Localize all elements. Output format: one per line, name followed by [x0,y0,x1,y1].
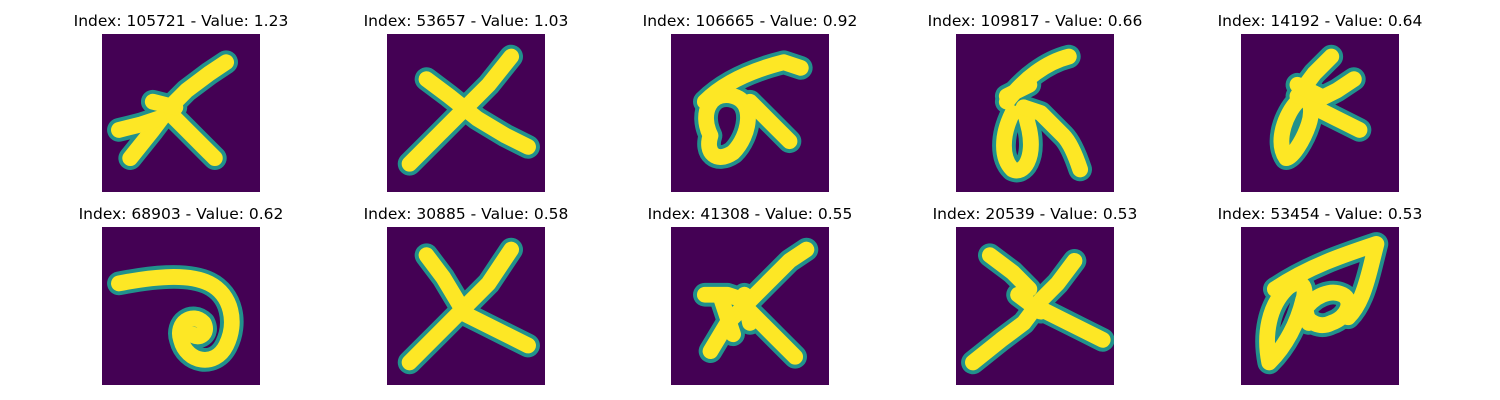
glyph-stroke [418,71,536,155]
glyph-stroke [736,286,758,331]
glyph-stroke [144,93,184,116]
panel-title: Index: 109817 - Value: 0.66 [927,12,1143,30]
image-panel: Index: 68903 - Value: 0.62 [31,193,331,385]
glyph-stroke [998,76,1038,104]
panel-title: Index: 53657 - Value: 1.03 [363,12,569,30]
glyph-stroke [1306,99,1368,138]
glyph-image [1241,34,1399,192]
glyph-image [102,34,260,192]
glyph-image [671,34,829,192]
glyph-image [387,227,545,385]
glyph-image [387,34,545,192]
image-panel: Index: 30885 - Value: 0.58 [316,193,616,385]
glyph-stroke [111,110,167,138]
panel-title: Index: 53454 - Value: 0.53 [1217,205,1423,223]
glyph-stroke [452,303,536,354]
glyph-stroke [1010,286,1049,320]
glyph-stroke [996,99,1039,179]
image-panel: Index: 53454 - Value: 0.53 [1170,193,1470,385]
glyph-stroke [696,54,809,110]
glyph-stroke [1259,275,1313,371]
glyph-stroke [1289,76,1328,104]
image-panel: Index: 53657 - Value: 1.03 [316,0,616,192]
image-panel: Index: 14192 - Value: 0.64 [1170,0,1470,192]
image-panel: Index: 20539 - Value: 0.53 [885,193,1185,385]
glyph-stroke [122,54,235,167]
glyph-image [956,227,1114,385]
panel-title: Index: 105721 - Value: 1.23 [73,12,289,30]
glyph-stroke [1266,236,1385,326]
panel-title: Index: 14192 - Value: 0.64 [1217,12,1423,30]
glyph-stroke [1015,99,1089,178]
glyph-stroke [713,292,741,343]
glyph-stroke [418,247,469,314]
glyph-image [1241,227,1399,385]
glyph-stroke [981,247,1038,297]
image-panel: Index: 109817 - Value: 0.66 [885,0,1185,192]
panel-title: Index: 20539 - Value: 0.53 [932,205,1138,223]
panel-title: Index: 68903 - Value: 0.62 [78,205,284,223]
panel-title: Index: 106665 - Value: 0.92 [642,12,858,30]
glyph-stroke [111,269,240,368]
glyph-stroke [161,105,223,167]
glyph-stroke [1295,292,1317,331]
glyph-image [956,34,1114,192]
glyph-image [671,227,829,385]
panel-title: Index: 30885 - Value: 0.58 [363,205,569,223]
image-panel: Index: 106665 - Value: 0.92 [600,0,900,192]
image-panel: Index: 105721 - Value: 1.23 [31,0,331,192]
image-panel: Index: 41308 - Value: 0.55 [600,193,900,385]
glyph-stroke [742,93,798,150]
panel-title: Index: 41308 - Value: 0.55 [647,205,853,223]
glyph-image [102,227,260,385]
